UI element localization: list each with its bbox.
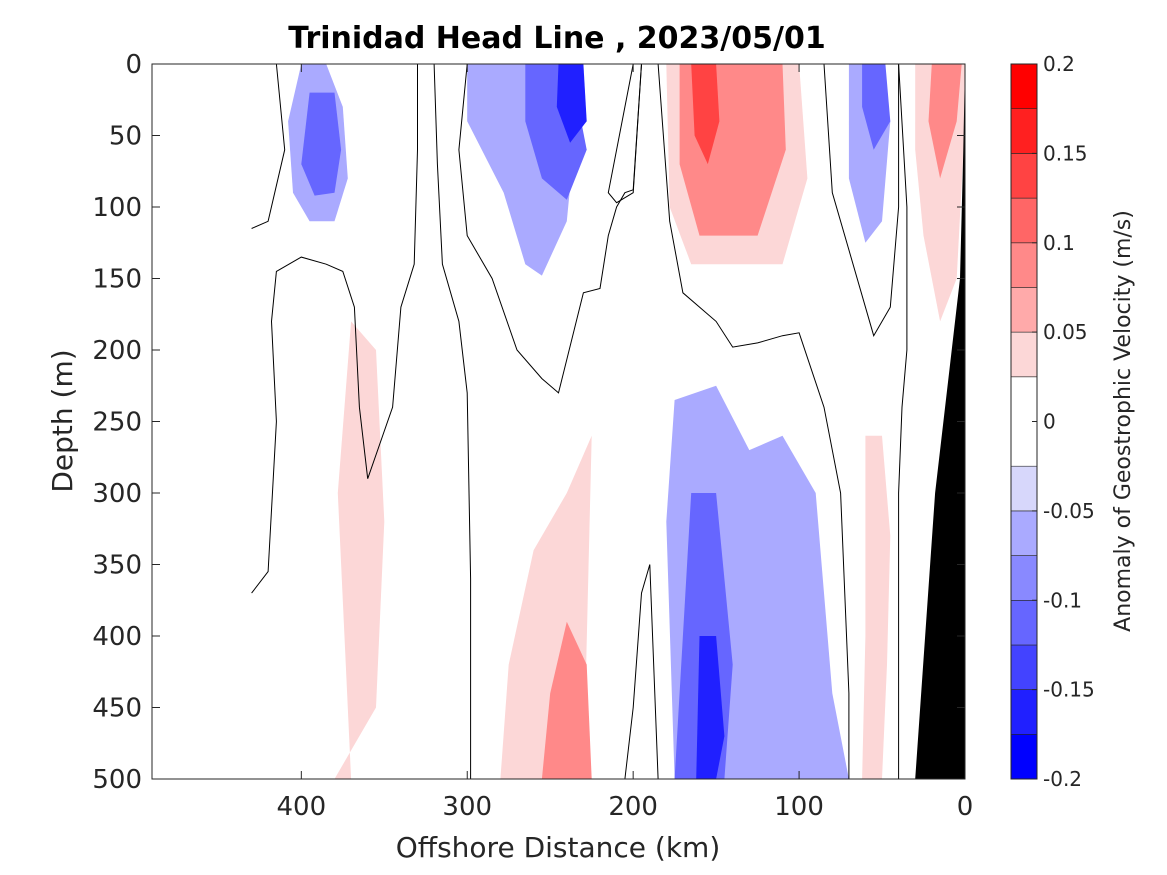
y-tick-label: 100	[92, 193, 142, 223]
colorbar-segment-10	[1010, 242, 1038, 288]
zero-contours	[251, 64, 908, 779]
anomaly-region-4	[556, 64, 587, 143]
colorbar-segment-8	[1010, 331, 1038, 378]
chart-title: Trinidad Head Line , 2023/05/01	[288, 21, 825, 56]
colorbar-segment-0	[1010, 733, 1038, 780]
y-tick-label: 350	[92, 551, 142, 581]
y-tick-label: 0	[125, 50, 142, 80]
y-tick-label: 250	[92, 408, 142, 438]
anomaly-region-16	[862, 435, 891, 779]
y-tick-label: 500	[92, 765, 142, 795]
anomaly-region-15	[541, 621, 592, 779]
zero-contour-7	[823, 64, 900, 337]
colorbar-segment-13	[1010, 108, 1038, 154]
zero-contour-5	[607, 64, 642, 204]
y-axis-title: Depth (m)	[46, 349, 79, 492]
colorbar-segment-5	[1010, 510, 1038, 556]
x-tick-label: 100	[774, 792, 824, 822]
zero-contour-2	[433, 64, 472, 779]
colorbar-segment-6	[1010, 465, 1038, 512]
colorbar: 0.2 0.15 0.1 0.05 0 -0.05 -0.1 -0.15 -0.2	[1010, 52, 1095, 791]
y-tick-label: 450	[92, 694, 142, 724]
colorbar-tick-label: -0.1	[1043, 588, 1082, 612]
colorbar-segment-9	[1010, 287, 1038, 333]
x-tick-label: 300	[442, 792, 492, 822]
zero-contour-0	[251, 64, 286, 229]
colorbar-tick-label: -0.2	[1043, 767, 1082, 791]
x-tick-label: 200	[608, 792, 658, 822]
x-axis-title: Offshore Distance (km)	[396, 831, 721, 864]
zero-contour-8	[898, 64, 908, 779]
colorbar-tick-label: -0.05	[1043, 499, 1095, 523]
anomaly-region-13	[334, 321, 385, 779]
colorbar-tick-label: 0.05	[1043, 320, 1088, 344]
zero-contour-1	[251, 64, 418, 594]
zero-contour-4	[624, 564, 659, 779]
bathymetry-mask	[915, 64, 965, 779]
anomaly-region-9	[862, 64, 891, 150]
colorbar-segment-14	[1010, 63, 1038, 110]
x-axis: 400 300 200 100 0	[277, 64, 974, 822]
colorbar-segment-4	[1010, 555, 1038, 601]
colorbar-segment-12	[1010, 153, 1038, 199]
colorbar-tick-label: -0.15	[1043, 678, 1095, 702]
y-tick-label: 200	[92, 336, 142, 366]
y-tick-label: 400	[92, 622, 142, 652]
colorbar-title: Anomaly of Geostrophic Velocity (m/s)	[1111, 210, 1136, 632]
anomaly-regions	[288, 64, 965, 779]
y-tick-label: 150	[92, 265, 142, 295]
colorbar-segment-11	[1010, 197, 1038, 244]
zero-contour-6	[657, 64, 850, 779]
bottom-mask	[915, 64, 965, 779]
zero-contour-3	[458, 64, 642, 394]
colorbar-segment-1	[1010, 689, 1038, 735]
colorbar-tick-label: 0.2	[1043, 52, 1075, 76]
colorbar-tick-label: 0.1	[1043, 231, 1075, 255]
anomaly-region-18	[928, 64, 962, 179]
colorbar-segment-3	[1010, 599, 1038, 646]
colorbar-tick-label: 0.15	[1043, 141, 1088, 165]
colorbar-segment-2	[1010, 644, 1038, 690]
y-tick-label: 50	[109, 122, 142, 152]
y-tick-label: 300	[92, 479, 142, 509]
x-tick-label: 0	[957, 792, 974, 822]
x-tick-label: 400	[277, 792, 327, 822]
anomaly-region-12	[691, 64, 720, 165]
colorbar-tick-label: 0	[1043, 410, 1056, 434]
y-axis: 0 50 100 150 200 250 300 350 400 450 500	[92, 50, 965, 795]
anomaly-region-7	[696, 636, 725, 779]
anomaly-region-1	[301, 92, 342, 196]
